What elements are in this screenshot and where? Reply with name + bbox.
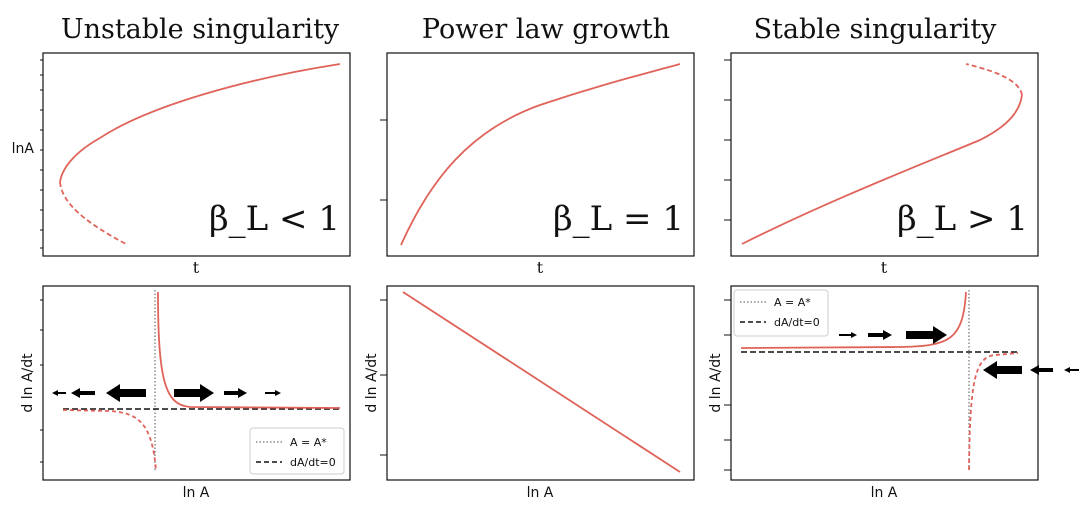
- arrow-right-large: [906, 326, 947, 344]
- arrow-right-large: [174, 384, 214, 402]
- curve-bottom-right-dashed: [968, 352, 1019, 471]
- xlabel-bottom-right: ln A: [871, 485, 898, 501]
- plot-frame-top-right: [730, 52, 1039, 257]
- arrow-right-medium: [868, 330, 892, 340]
- legend-bottom-left: A = A* dA/dt=0: [249, 427, 345, 475]
- arrow-right-small: [839, 332, 857, 338]
- curve-bottom-left-solid: [157, 291, 341, 409]
- arrow-left-large: [983, 361, 1022, 379]
- annotation-beta-lt-1: β_L < 1: [209, 199, 340, 239]
- arrow-left-small: [1064, 367, 1079, 373]
- ylabel-bottom-middle: d ln A/dt: [364, 353, 380, 413]
- curve-bottom-middle-solid: [402, 291, 681, 473]
- plot-frame-top-middle: [386, 52, 695, 257]
- plot-frame-bottom-right: [730, 285, 1039, 481]
- annotation-beta-gt-1: β_L > 1: [897, 199, 1028, 239]
- plot-frame-bottom-middle: [386, 285, 695, 481]
- ylabel-bottom-left: d ln A/dt: [20, 353, 36, 413]
- y-ticks-top-left: [40, 59, 731, 471]
- title-power-law: Power law growth: [422, 14, 670, 45]
- plot-frame-top-left: [42, 52, 351, 257]
- xlabel-top-right: t: [881, 258, 888, 277]
- xlabel-bottom-middle: ln A: [527, 485, 554, 501]
- curve-bottom-left-dashed: [62, 409, 157, 471]
- arrow-left-medium: [71, 388, 95, 398]
- arrows-bottom-left-rightward: [174, 384, 281, 402]
- legend-entry-a-star: A = A*: [774, 296, 811, 309]
- annotation-beta-eq-1: β_L = 1: [553, 199, 684, 239]
- arrow-left-large: [106, 384, 146, 402]
- arrows-bottom-right-rightward: [839, 326, 947, 344]
- legend-entry-dadt: dA/dt=0: [290, 456, 336, 469]
- arrow-right-medium: [224, 388, 247, 398]
- legend-entry-dadt: dA/dt=0: [774, 316, 820, 329]
- xlabel-bottom-left: ln A: [183, 485, 210, 501]
- xlabel-top-left: t: [193, 258, 200, 277]
- title-stable: Stable singularity: [754, 14, 998, 45]
- ylabel-top-left: lnA: [12, 141, 35, 157]
- arrow-left-small: [52, 390, 66, 396]
- legend-bottom-right: A = A* dA/dt=0: [733, 289, 829, 337]
- xlabel-top-middle: t: [537, 258, 544, 277]
- plot-frame-bottom-left: [42, 285, 351, 481]
- curve-top-right-solid: [741, 94, 1023, 245]
- title-unstable: Unstable singularity: [61, 14, 340, 45]
- curve-top-left-solid: [59, 63, 341, 183]
- arrows-bottom-left-leftward: [52, 384, 146, 402]
- legend-entry-a-star: A = A*: [290, 436, 327, 449]
- arrow-left-medium: [1030, 365, 1053, 375]
- curve-top-right-dashed: [965, 63, 1023, 96]
- curve-top-middle-solid: [400, 63, 681, 246]
- curve-bottom-right-solid: [740, 291, 967, 349]
- curve-top-left-dashed: [59, 181, 127, 245]
- ylabel-bottom-right: d ln A/dt: [708, 353, 724, 413]
- arrows-bottom-right-leftward: [983, 361, 1079, 379]
- arrow-right-small: [265, 390, 281, 396]
